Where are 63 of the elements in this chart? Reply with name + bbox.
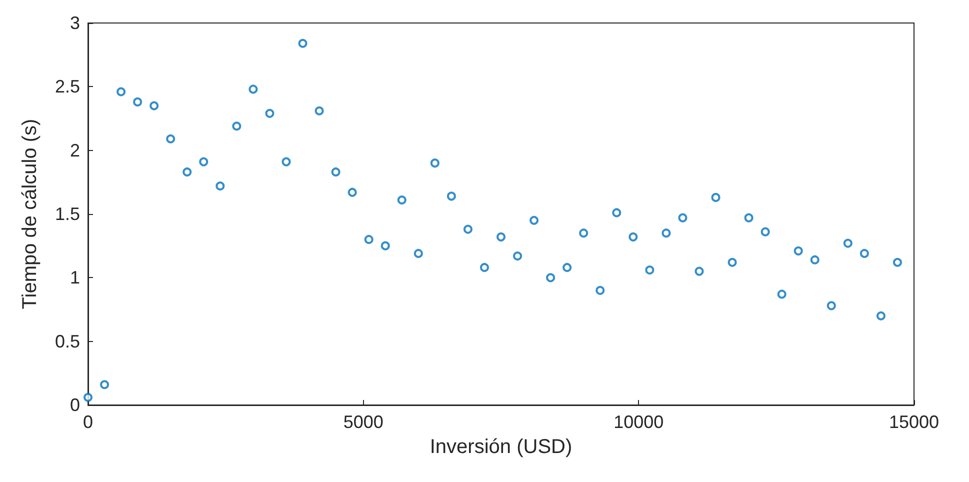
- point: [546, 273, 556, 282]
- point: [513, 252, 522, 261]
- y-axis-title: Tiempo de cálculo (s): [19, 118, 41, 310]
- point: [331, 167, 340, 176]
- point: [777, 290, 786, 299]
- point: [678, 213, 688, 222]
- point: [530, 216, 539, 225]
- point: [216, 181, 225, 190]
- point: [182, 167, 192, 176]
- point: [282, 157, 291, 166]
- point: [596, 286, 605, 295]
- x-tick-label: 5000: [343, 412, 384, 432]
- point: [166, 134, 176, 144]
- point: [364, 234, 374, 244]
- point: [760, 227, 770, 236]
- y-tick-label: 0: [70, 395, 80, 415]
- point: [826, 301, 836, 310]
- point: [133, 97, 142, 106]
- point: [876, 311, 886, 320]
- point: [744, 213, 754, 222]
- point: [446, 192, 456, 201]
- point: [562, 262, 572, 272]
- x-tick-label: 10000: [614, 412, 664, 432]
- x-tick-label: 0: [82, 412, 94, 432]
- point: [843, 238, 852, 248]
- point: [348, 188, 357, 197]
- point: [628, 232, 638, 242]
- point: [150, 101, 159, 110]
- point: [463, 224, 472, 234]
- point: [711, 192, 720, 202]
- point: [248, 84, 258, 94]
- point: [728, 258, 737, 267]
- point: [579, 228, 588, 238]
- point: [314, 106, 324, 116]
- y-tick-label: 3: [70, 13, 80, 33]
- point: [662, 228, 671, 238]
- point: [694, 266, 704, 276]
- x-tick-label: 15000: [888, 412, 940, 432]
- point: [414, 248, 423, 258]
- point: [645, 266, 654, 275]
- point: [397, 195, 406, 204]
- point: [380, 241, 390, 250]
- point: [100, 380, 110, 390]
- point: [199, 157, 208, 166]
- y-tick-label: 1.5: [54, 204, 80, 224]
- point: [892, 258, 902, 267]
- point: [232, 122, 242, 131]
- point: [480, 262, 489, 272]
- point: [612, 208, 622, 218]
- point: [84, 392, 92, 402]
- point: [298, 38, 308, 48]
- point: [860, 248, 869, 258]
- point: [265, 108, 274, 118]
- y-tick-label: 2.5: [54, 76, 80, 97]
- point: [810, 255, 820, 264]
- point: [496, 232, 506, 242]
- point: [116, 87, 126, 96]
- point: [794, 246, 803, 256]
- y-tick-label: 1: [70, 268, 80, 288]
- x-axis-title: Inversión (USD): [430, 436, 572, 458]
- y-tick-label: 2: [70, 140, 80, 160]
- y-tick-label: 0.5: [54, 331, 80, 352]
- point: [430, 158, 440, 168]
